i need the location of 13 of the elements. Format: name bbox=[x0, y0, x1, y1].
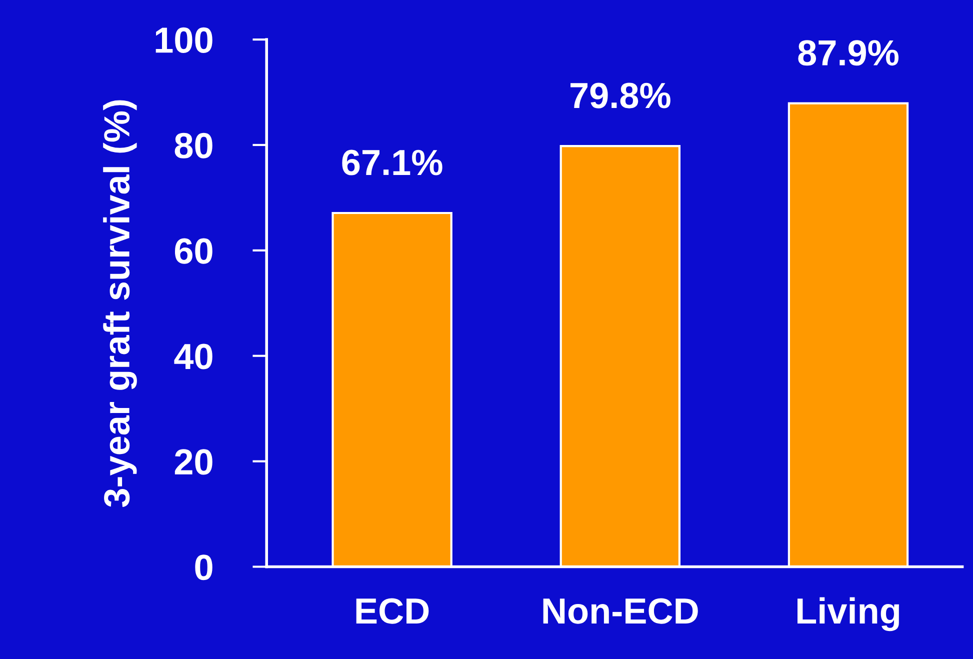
y-tick-label: 100 bbox=[156, 27, 212, 53]
y-tick-label: 20 bbox=[174, 449, 212, 475]
data-label: 79.8% bbox=[570, 82, 670, 108]
x-tick-label: Living bbox=[798, 597, 899, 632]
y-tick-label: 0 bbox=[195, 554, 212, 580]
y-tick-label: 60 bbox=[174, 238, 212, 264]
y-axis-title: 3-year graft survival (%) bbox=[103, 100, 137, 508]
data-label: 67.1% bbox=[342, 150, 442, 176]
x-tick-label: ECD bbox=[356, 598, 429, 624]
data-label: 87.9% bbox=[798, 40, 898, 66]
y-tick-label: 80 bbox=[174, 132, 212, 158]
x-tick-label: Non-ECD bbox=[543, 598, 698, 624]
y-tick-label: 40 bbox=[174, 344, 212, 370]
